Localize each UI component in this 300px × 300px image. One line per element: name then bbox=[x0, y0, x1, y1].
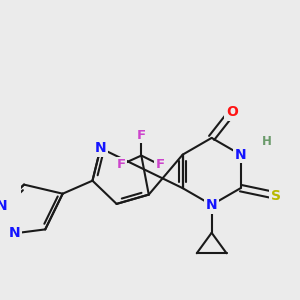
Text: F: F bbox=[116, 158, 125, 171]
Text: F: F bbox=[137, 129, 146, 142]
Text: N: N bbox=[95, 141, 106, 155]
Text: N: N bbox=[0, 199, 8, 213]
Text: N: N bbox=[9, 226, 21, 240]
Text: N: N bbox=[206, 198, 218, 212]
Text: N: N bbox=[235, 148, 246, 162]
Text: O: O bbox=[226, 105, 238, 119]
Text: H: H bbox=[262, 135, 272, 148]
Text: F: F bbox=[155, 158, 164, 171]
Text: S: S bbox=[271, 189, 281, 202]
